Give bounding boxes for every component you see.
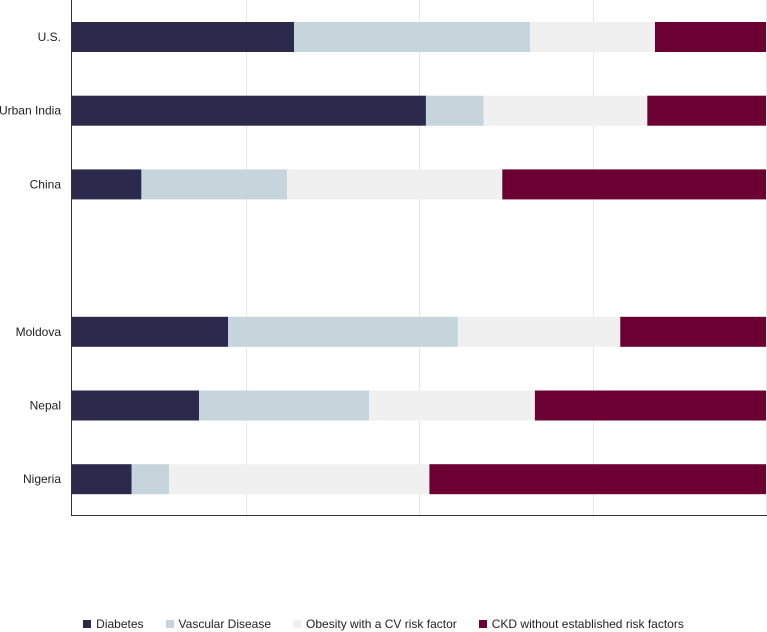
bar-segment-1 [72, 169, 142, 200]
bar-segment-4 [534, 390, 766, 421]
legend-label: CKD without established risk factors [491, 617, 684, 631]
category-label: Nigeria [23, 472, 61, 486]
bar-segment-4 [429, 464, 766, 495]
bar-segment-3 [457, 316, 621, 347]
bar-segment-1 [72, 316, 229, 347]
legend-label: Diabetes [96, 617, 144, 631]
bar-segment-3 [287, 169, 503, 200]
bar-segment-2 [199, 390, 370, 421]
legend-swatch [165, 620, 174, 628]
bar-segment-3 [169, 464, 430, 495]
bar-segment-2 [228, 316, 458, 347]
bar-segment-2 [294, 22, 531, 52]
category-labels: U.S. Urban India China Moldova Nepal Nigeria [0, 30, 61, 486]
bar-segment-4 [620, 316, 766, 347]
bar-segment-4 [647, 95, 766, 126]
bar-segment-3 [483, 95, 648, 126]
category-label: Urban India [0, 104, 61, 118]
legend-item: Vascular Disease [165, 617, 272, 631]
legend-label: Vascular Disease [178, 617, 272, 631]
legend-swatch [478, 620, 487, 628]
legend-label: Obesity with a CV risk factor [306, 617, 457, 631]
bar-segment-4 [502, 169, 766, 200]
bars [72, 22, 766, 495]
category-label: China [30, 177, 62, 191]
bar-segment-2 [131, 464, 170, 495]
category-label: Moldova [16, 325, 62, 339]
bar-segment-1 [72, 390, 200, 421]
bar-segment-3 [530, 22, 655, 52]
bar-segment-2 [141, 169, 288, 200]
legend-item: Diabetes [83, 617, 144, 631]
legend-swatch [293, 620, 302, 628]
legend-swatch [83, 620, 92, 628]
bar-segment-2 [425, 95, 484, 126]
gridlines [246, 0, 767, 515]
category-label: U.S. [38, 30, 61, 44]
category-label: Nepal [30, 399, 61, 413]
bar-segment-3 [369, 390, 535, 421]
bar-segment-1 [72, 95, 426, 126]
legend: Diabetes Vascular Disease Obesity with a C… [0, 617, 767, 631]
bar-segment-4 [654, 22, 766, 52]
bar-segment-1 [72, 22, 295, 52]
legend-item: Obesity with a CV risk factor [293, 617, 457, 631]
legend-item: CKD without established risk factors [478, 617, 684, 631]
bar-segment-1 [72, 464, 132, 495]
